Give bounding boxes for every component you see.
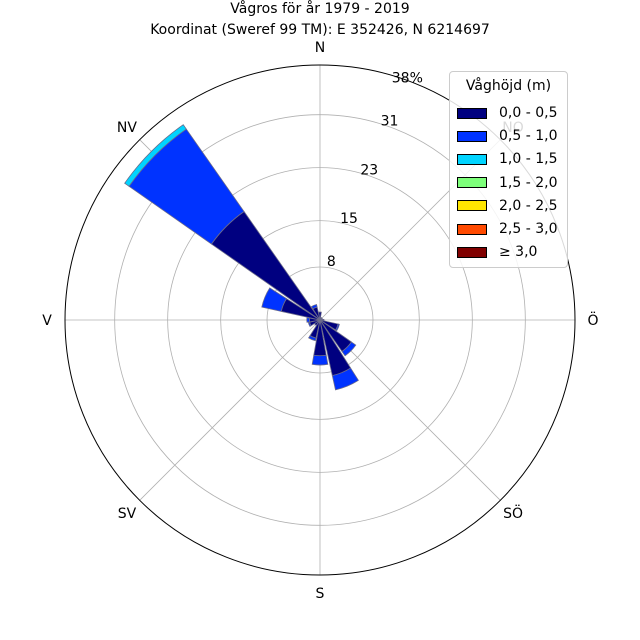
outer-circle	[64, 64, 576, 576]
bar-sector-11-bin-1	[307, 321, 312, 327]
ring-label-5: 38%	[392, 70, 423, 86]
ring-label-4: 31	[381, 113, 399, 129]
legend-title: Våghöjd (m)	[465, 78, 552, 94]
legend: Våghöjd (m) 0,0 - 0,5 0,5 - 1,0 1,0 - 1,5 1…	[449, 71, 568, 268]
direction-label-N: N	[315, 40, 325, 56]
bar-sector-13-bin-1	[261, 287, 288, 312]
bar-sectors	[124, 124, 359, 391]
chart-subtitle: Koordinat (Sweref 99 TM): E 352426, N 62…	[150, 22, 490, 38]
polar-outline	[64, 64, 576, 576]
legend-entry: 2,5 - 3,0	[457, 221, 557, 237]
ring-label-1: 8	[327, 254, 336, 270]
bar-sector-12-bin-1	[306, 317, 311, 323]
bar-sector-8-bin-1	[311, 354, 329, 366]
direction-label-V: V	[42, 313, 52, 329]
legend-entry: 0,0 - 0,5	[457, 105, 557, 121]
direction-label-Ö: Ö	[587, 311, 598, 329]
legend-label: 2,5 - 3,0	[499, 221, 558, 237]
ring-label-2: 15	[340, 211, 358, 227]
bar-sector-5-bin-1	[335, 323, 340, 332]
legend-label: ≥ 3,0	[499, 244, 538, 261]
bar-sector-14-bin-2	[124, 124, 187, 187]
direction-label-SV: SV	[118, 506, 137, 522]
legend-label: 0,0 - 0,5	[499, 105, 558, 121]
bar-sector-7-bin-1	[331, 367, 359, 391]
legend-swatch	[457, 177, 487, 189]
legend-swatch	[457, 153, 487, 165]
direction-label-S: S	[316, 586, 325, 602]
legend-swatch	[457, 223, 487, 235]
direction-label-NV: NV	[117, 120, 137, 136]
chart-title: Vågros för år 1979 - 2019	[230, 0, 409, 17]
legend-swatch	[457, 130, 487, 142]
legend-entry: 0,5 - 1,0	[457, 128, 557, 144]
legend-entry: 1,0 - 1,5	[457, 151, 557, 167]
ring-label-3: 23	[360, 162, 378, 178]
direction-label-SÖ: SÖ	[503, 504, 523, 522]
legend-swatch	[457, 107, 487, 119]
bar-sector-15-bin-1	[310, 304, 318, 310]
legend-entry: ≥ 3,0	[457, 244, 537, 260]
grid-spoke-SV	[139, 319, 321, 501]
legend-label: 1,5 - 2,0	[499, 174, 558, 191]
legend-swatch	[457, 246, 487, 258]
legend-label: 2,0 - 2,5	[499, 197, 558, 214]
bar-sector-6-bin-1	[341, 341, 357, 357]
legend-label: 0,5 - 1,0	[499, 128, 558, 145]
legend-entry: 1,5 - 2,0	[457, 175, 557, 191]
legend-entry: 2,0 - 2,5	[457, 198, 557, 214]
bar-sector-9-bin-1	[308, 335, 317, 342]
legend-label: 1,0 - 1,5	[499, 151, 558, 168]
legend-swatch	[457, 200, 487, 212]
